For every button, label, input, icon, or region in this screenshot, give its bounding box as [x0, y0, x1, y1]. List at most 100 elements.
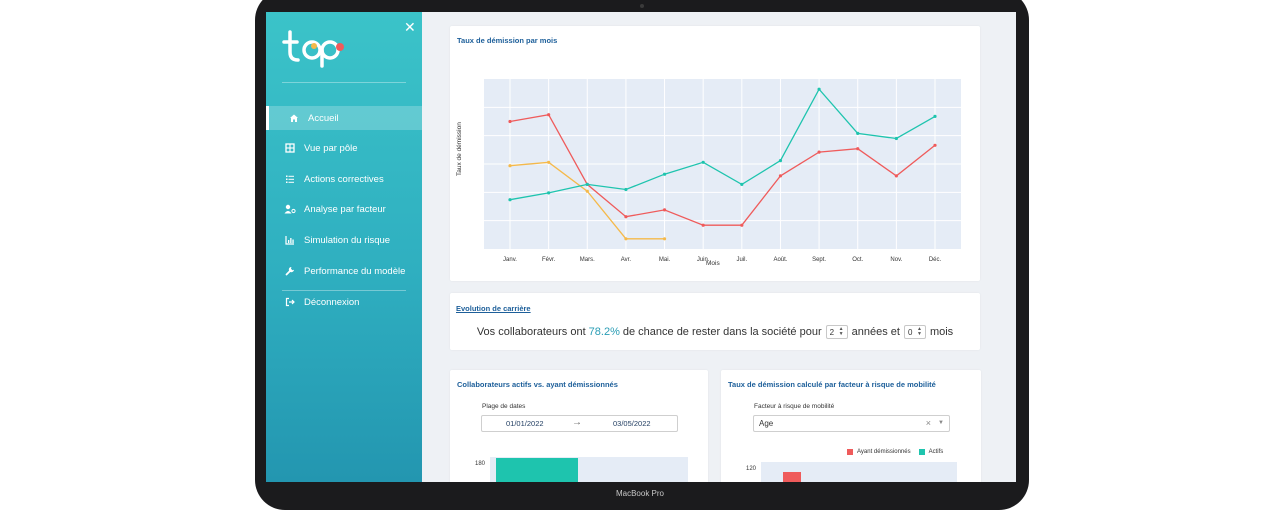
x-tick-label: Janv. — [503, 257, 517, 263]
data-point — [547, 160, 551, 164]
data-point — [662, 208, 667, 212]
logo-icon — [282, 30, 344, 68]
career-prefix: Vos collaborateurs ont — [476, 326, 586, 338]
data-point — [508, 164, 512, 168]
factor-select[interactable]: Age × ▼ — [753, 415, 950, 432]
camera-icon — [640, 4, 644, 8]
career-middle: de chance de rester dans la société pour — [622, 326, 822, 338]
divider — [282, 290, 406, 291]
bar-active — [496, 457, 578, 482]
months-label: mois — [929, 326, 954, 338]
close-icon[interactable]: ✕ — [404, 19, 416, 35]
device-label: MacBook Pro — [615, 489, 665, 498]
career-sentence: Vos collaborateurs ont 78.2% de chance d… — [450, 325, 980, 339]
x-tick-label: Févr. — [542, 257, 556, 263]
career-evolution-link[interactable]: Evolution de carrière — [456, 304, 531, 313]
chevron-down-icon[interactable]: ▼ — [938, 420, 944, 426]
data-point — [547, 191, 551, 195]
sidebar-item-performance-du-modele[interactable]: Performance du modèle — [266, 259, 422, 283]
data-point — [933, 114, 937, 118]
years-label: années et — [851, 326, 900, 338]
data-point — [740, 182, 744, 186]
legend-swatch-resigned — [847, 449, 853, 455]
start-date: 01/01/2022 — [506, 419, 544, 428]
months-stepper[interactable]: 0 ▲ ▼ — [903, 325, 926, 339]
sidebar-item-label: Actions correctives — [304, 173, 384, 185]
legend-label-resigned: Ayant démissionnés — [857, 449, 911, 455]
divider — [282, 82, 406, 83]
sidebar-item-simulation-du-risque[interactable]: Simulation du risque — [266, 228, 422, 252]
data-point — [508, 198, 512, 202]
data-point — [778, 174, 783, 178]
chart-title: Collaborateurs actifs vs. ayant démissio… — [457, 380, 618, 389]
y-tick-label: 120 — [746, 466, 757, 472]
data-point — [701, 160, 705, 164]
line-chart: Janv. Févr. Mars. Avr. Mai. Juin. Juil. Août. Se… — [484, 79, 961, 263]
years-value: 2 — [829, 327, 835, 337]
x-tick-label: Nov. — [890, 257, 902, 263]
home-icon — [286, 113, 302, 123]
date-range-picker[interactable]: 01/01/2022 → 03/05/2022 — [481, 415, 678, 432]
data-point — [856, 131, 860, 135]
data-point — [933, 143, 937, 147]
factor-value: Age — [759, 419, 774, 428]
x-axis-title: Mois — [706, 260, 720, 267]
x-tick-label: Sept. — [812, 257, 826, 263]
user-gear-icon — [282, 204, 298, 214]
sidebar: ✕ Accueil Vue par pôle Actions correctiv… — [266, 12, 422, 482]
bar-resigned — [783, 472, 801, 482]
years-stepper[interactable]: 2 ▲ ▼ — [825, 325, 848, 339]
stepper-arrows-icon[interactable]: ▲ ▼ — [917, 326, 922, 337]
data-point — [778, 159, 783, 163]
resignation-rate-card: Taux de démission par mois Taux de démis… — [450, 26, 980, 281]
data-point — [817, 150, 821, 154]
clear-icon[interactable]: × — [925, 418, 931, 428]
data-point — [547, 113, 551, 117]
x-tick-label: Juin. — [697, 257, 710, 263]
data-point — [662, 237, 667, 241]
y-tick-label: 180 — [475, 461, 486, 467]
data-point — [585, 182, 589, 186]
data-point — [662, 172, 667, 176]
data-point — [624, 237, 628, 241]
checklist-icon — [282, 174, 298, 184]
end-date: 03/05/2022 — [613, 419, 651, 428]
retention-percent: 78.2% — [588, 326, 620, 338]
months-value: 0 — [907, 327, 913, 337]
chart-title: Taux de démission calculé par facteur à … — [728, 380, 936, 389]
sidebar-item-vue-par-pole[interactable]: Vue par pôle — [266, 136, 422, 160]
sidebar-item-accueil[interactable]: Accueil — [266, 106, 422, 130]
sidebar-item-label: Déconnexion — [304, 296, 360, 308]
data-point — [701, 223, 705, 227]
sidebar-item-analyse-par-facteur[interactable]: Analyse par facteur — [266, 197, 422, 221]
sidebar-item-label: Simulation du risque — [304, 234, 391, 246]
x-tick-label: Juil. — [736, 257, 747, 263]
sidebar-item-label: Performance du modèle — [304, 265, 406, 277]
sidebar-item-label: Accueil — [308, 112, 339, 124]
career-evolution-card: Evolution de carrière Vos collaborateurs… — [450, 293, 980, 350]
data-point — [856, 147, 860, 151]
wrench-icon — [282, 266, 298, 276]
chart-icon — [282, 235, 298, 245]
data-point — [894, 174, 898, 178]
x-tick-label: Déc. — [929, 257, 942, 263]
mobility-factor-card: Taux de démission calculé par facteur à … — [721, 370, 981, 482]
x-tick-label: Oct. — [852, 257, 863, 263]
date-range-label: Plage de dates — [482, 403, 526, 410]
stepper-arrows-icon[interactable]: ▲ ▼ — [838, 326, 844, 337]
grid-icon — [282, 143, 298, 153]
sidebar-item-label: Vue par pôle — [304, 142, 358, 154]
legend-label-active: Actifs — [928, 449, 944, 455]
x-tick-label: Avr. — [621, 257, 632, 263]
sidebar-item-label: Analyse par facteur — [304, 203, 386, 215]
series-line — [509, 113, 936, 226]
logout-icon — [282, 297, 298, 307]
data-point — [624, 215, 628, 219]
data-point — [817, 87, 821, 91]
sidebar-item-actions-correctives[interactable]: Actions correctives — [266, 167, 422, 191]
x-tick-label: Mars. — [580, 257, 595, 263]
legend-swatch-active — [918, 449, 925, 455]
plot-area — [761, 462, 957, 482]
data-point — [894, 136, 898, 141]
sidebar-item-deconnexion[interactable]: Déconnexion — [266, 290, 422, 314]
